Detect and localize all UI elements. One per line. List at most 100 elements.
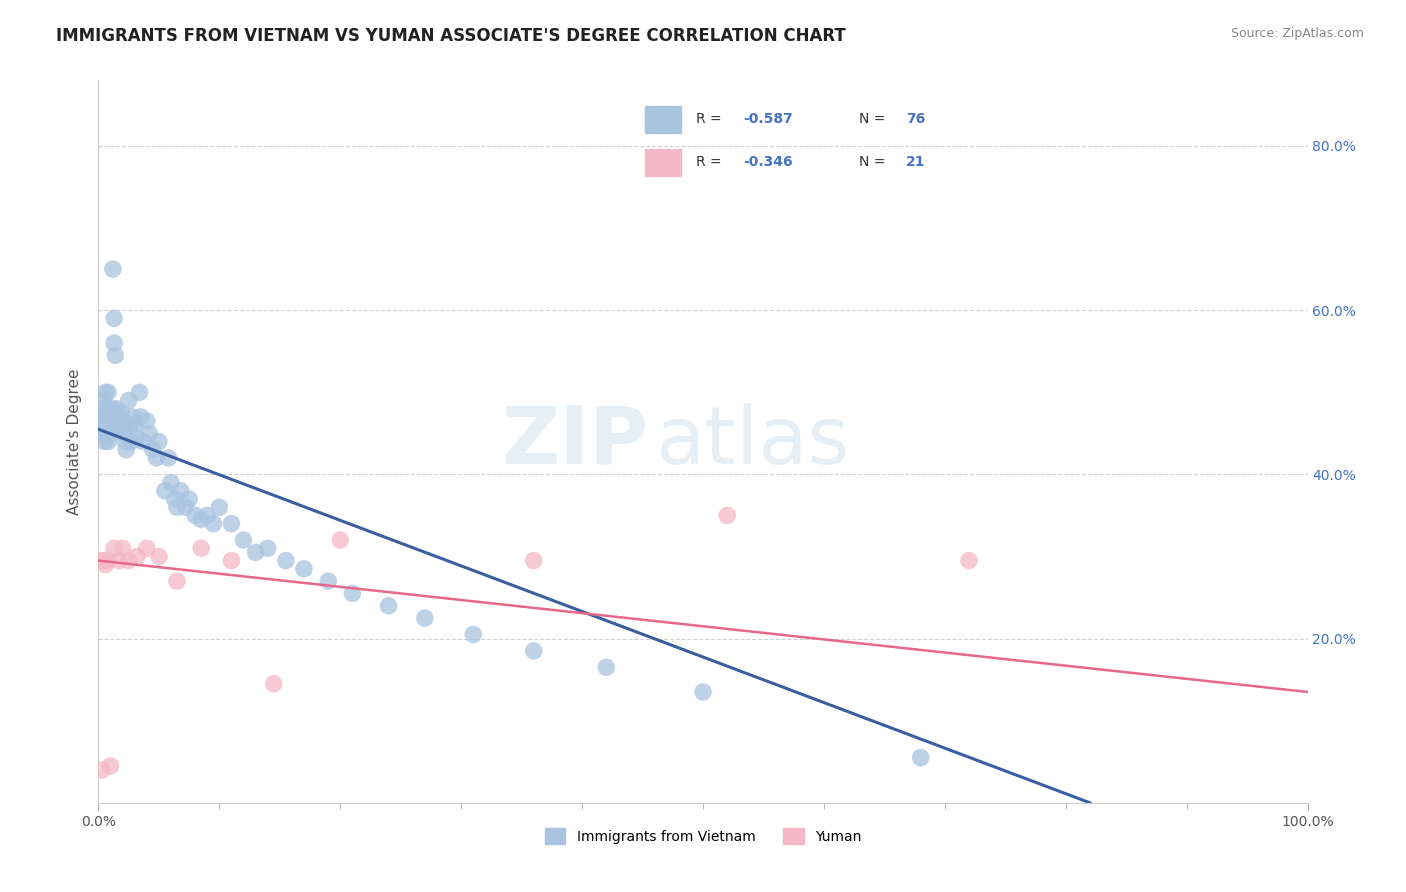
Immigrants from Vietnam [132,434,155,449]
Immigrants from Vietnam [910,750,932,764]
Immigrants from Vietnam [195,508,218,523]
Immigrants from Vietnam [111,418,134,433]
Immigrants from Vietnam [91,393,114,408]
Immigrants from Vietnam [98,418,121,433]
Immigrants from Vietnam [145,450,167,465]
Immigrants from Vietnam [103,336,125,351]
Immigrants from Vietnam [104,348,127,362]
Immigrants from Vietnam [179,491,201,506]
Yuman [97,553,120,567]
Text: Source: ZipAtlas.com: Source: ZipAtlas.com [1230,27,1364,40]
Immigrants from Vietnam [163,491,186,506]
Immigrants from Vietnam [94,385,117,400]
Immigrants from Vietnam [114,434,136,449]
Immigrants from Vietnam [91,426,114,441]
Immigrants from Vietnam [115,442,138,457]
Immigrants from Vietnam [232,533,254,547]
Immigrants from Vietnam [110,406,132,420]
Immigrants from Vietnam [112,426,135,441]
Immigrants from Vietnam [169,483,191,498]
Immigrants from Vietnam [118,393,141,408]
Immigrants from Vietnam [184,508,207,523]
Immigrants from Vietnam [523,644,546,658]
Immigrants from Vietnam [89,422,111,436]
Text: IMMIGRANTS FROM VIETNAM VS YUMAN ASSOCIATE'S DEGREE CORRELATION CHART: IMMIGRANTS FROM VIETNAM VS YUMAN ASSOCIA… [56,27,846,45]
Immigrants from Vietnam [413,611,436,625]
Immigrants from Vietnam [120,434,142,449]
Immigrants from Vietnam [97,385,120,400]
Yuman [100,759,122,773]
Immigrants from Vietnam [98,401,121,416]
Immigrants from Vietnam [342,586,364,600]
Immigrants from Vietnam [221,516,243,531]
Yuman [716,508,738,523]
Yuman [127,549,149,564]
Yuman [103,541,125,556]
Immigrants from Vietnam [96,401,118,416]
Immigrants from Vietnam [166,500,188,515]
Immigrants from Vietnam [118,418,141,433]
Immigrants from Vietnam [153,483,176,498]
Immigrants from Vietnam [595,660,617,674]
Immigrants from Vietnam [174,500,197,515]
Yuman [221,553,243,567]
Immigrants from Vietnam [208,500,231,515]
Immigrants from Vietnam [105,401,128,416]
Yuman [135,541,157,556]
Text: ZIP: ZIP [502,402,648,481]
Immigrants from Vietnam [157,450,180,465]
Immigrants from Vietnam [91,401,114,416]
Immigrants from Vietnam [202,516,225,531]
Immigrants from Vietnam [94,409,117,424]
Immigrants from Vietnam [148,434,170,449]
Immigrants from Vietnam [107,409,129,424]
Immigrants from Vietnam [316,574,339,588]
Immigrants from Vietnam [93,434,115,449]
Immigrants from Vietnam [692,685,714,699]
Immigrants from Vietnam [96,418,118,433]
Yuman [93,553,115,567]
Immigrants from Vietnam [108,422,131,436]
Immigrants from Vietnam [124,418,146,433]
Immigrants from Vietnam [129,409,152,424]
Immigrants from Vietnam [105,418,128,433]
Yuman [111,541,134,556]
Yuman [166,574,188,588]
Immigrants from Vietnam [100,426,122,441]
Immigrants from Vietnam [121,409,143,424]
Yuman [91,763,114,777]
Immigrants from Vietnam [274,553,297,567]
Immigrants from Vietnam [93,418,115,433]
Yuman [108,553,131,567]
Immigrants from Vietnam [463,627,485,641]
Immigrants from Vietnam [292,562,315,576]
Legend: Immigrants from Vietnam, Yuman: Immigrants from Vietnam, Yuman [538,822,868,850]
Immigrants from Vietnam [128,385,150,400]
Immigrants from Vietnam [97,434,120,449]
Yuman [148,549,170,564]
Immigrants from Vietnam [101,262,124,277]
Immigrants from Vietnam [100,418,122,433]
Immigrants from Vietnam [160,475,183,490]
Yuman [329,533,352,547]
Yuman [263,677,285,691]
Immigrants from Vietnam [100,409,122,424]
Immigrants from Vietnam [108,418,131,433]
Yuman [118,553,141,567]
Immigrants from Vietnam [256,541,278,556]
Yuman [523,553,546,567]
Immigrants from Vietnam [91,418,114,433]
Immigrants from Vietnam [142,442,165,457]
Immigrants from Vietnam [90,409,112,424]
Yuman [957,553,980,567]
Immigrants from Vietnam [103,311,125,326]
Text: atlas: atlas [655,402,849,481]
Yuman [89,553,111,567]
Immigrants from Vietnam [377,599,399,613]
Yuman [94,558,117,572]
Immigrants from Vietnam [190,512,212,526]
Yuman [190,541,212,556]
Immigrants from Vietnam [127,430,149,444]
Immigrants from Vietnam [135,414,157,428]
Immigrants from Vietnam [245,545,267,559]
